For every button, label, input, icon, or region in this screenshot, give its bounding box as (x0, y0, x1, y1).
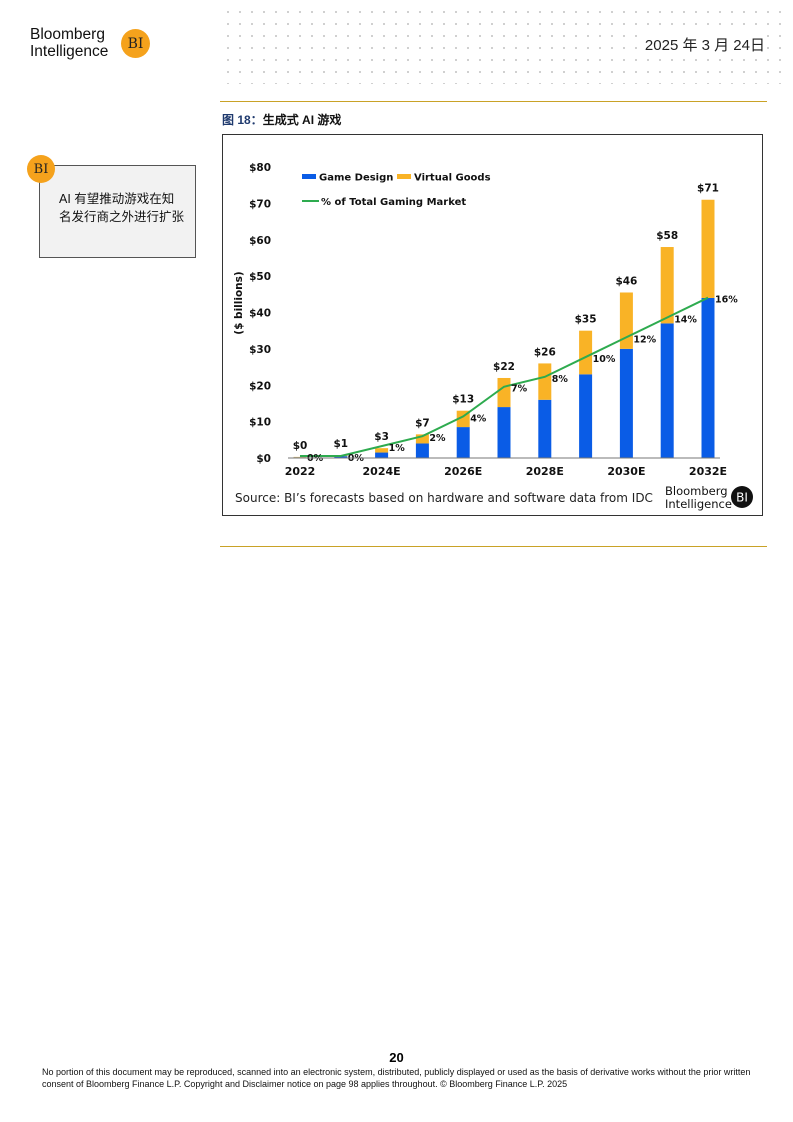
bar-virtual-goods (579, 330, 593, 375)
bar-total-label: $7 (415, 417, 430, 429)
market-share-label: 2% (429, 433, 446, 444)
bar-total-label: $58 (656, 230, 678, 242)
market-share-label: 1% (389, 443, 406, 454)
legend-swatch-game-design (302, 174, 316, 179)
market-share-line (300, 296, 709, 457)
chart-container: $0 $10 $20 $30 $40 $50 $60 $70 $80 $0 $1 $3 $7 $13 $2… (222, 134, 763, 516)
bar-game-design (334, 456, 348, 458)
figure-number: 图 18： (222, 113, 263, 127)
sidebar-bi-badge-icon: BI (27, 155, 55, 183)
chart-logo-line1: Bloomberg (665, 484, 728, 498)
bar-total-label: $46 (615, 275, 637, 287)
y-tick-label: $80 (249, 162, 271, 174)
bar-virtual-goods (375, 448, 389, 453)
bar-total-label: $0 (293, 440, 308, 452)
chart-logo-line2: Intelligence (665, 497, 732, 511)
bar-total-label: $13 (452, 394, 474, 406)
bar-game-design (375, 452, 389, 458)
bar-game-design (456, 427, 470, 458)
legend-label-market-share: % of Total Gaming Market (321, 197, 466, 208)
y-tick-label: $70 (249, 198, 271, 210)
x-tick-label: 2026E (444, 465, 482, 478)
bar-game-design (619, 348, 633, 458)
market-share-label: 8% (552, 374, 569, 385)
bar-total-label: $3 (374, 431, 389, 443)
bar-game-design (538, 399, 552, 458)
y-tick-label: $50 (249, 271, 271, 283)
sidebar-callout-text: AI 有望推动游戏在知名发行商之外进行扩张 (59, 192, 185, 224)
figure-title: 图 18：生成式 AI 游戏 (222, 111, 341, 128)
bi-badge-icon: BI (121, 29, 150, 58)
chart-bi-badge-text: BI (736, 491, 748, 505)
page-number: 20 (389, 1050, 404, 1065)
bar-virtual-goods (415, 434, 429, 444)
bar-total-label: $1 (333, 438, 348, 450)
chart-bi-badge-icon (731, 486, 753, 508)
legend-label-virtual-goods: Virtual Goods (414, 173, 491, 184)
bar-game-design (415, 443, 429, 458)
bar-game-design (497, 407, 511, 458)
y-tick-label: $30 (249, 344, 271, 356)
market-share-label: 16% (715, 295, 738, 306)
legend-swatch-virtual-goods (397, 174, 411, 179)
top-divider (220, 101, 767, 102)
figure-title-text: 生成式 AI 游戏 (262, 113, 342, 127)
bar-virtual-goods (538, 363, 552, 400)
sidebar-callout: AI 有望推动游戏在知名发行商之外进行扩张 (39, 165, 196, 258)
bar-game-design (701, 297, 715, 458)
x-tick-label: 2028E (526, 465, 564, 478)
bar-total-label: $22 (493, 361, 515, 373)
y-tick-label: $10 (249, 417, 271, 429)
chart-source-note: Source: BI’s forecasts based on hardware… (235, 491, 653, 505)
y-tick-label: $20 (249, 380, 271, 392)
logo-line1: Bloomberg (30, 26, 105, 43)
y-tick-label: $40 (249, 308, 271, 320)
market-share-label: 10% (593, 354, 616, 365)
bar-game-design (660, 323, 674, 458)
bloomberg-intelligence-logo: Bloomberg Intelligence (30, 26, 108, 60)
x-tick-label: 2024E (363, 465, 401, 478)
x-tick-label: 2030E (607, 465, 645, 478)
x-tick-label: 2032E (689, 465, 727, 478)
footer-disclaimer: No portion of this document may be repro… (42, 1067, 751, 1089)
market-share-label: 12% (633, 334, 656, 345)
bar-virtual-goods (497, 377, 511, 408)
y-axis-title: ($ billions) (233, 271, 245, 334)
bar-game-design (579, 374, 593, 458)
bar-virtual-goods (660, 247, 674, 324)
bar-total-label: $26 (534, 346, 556, 358)
stacked-bar-line-chart: $0 $10 $20 $30 $40 $50 $60 $70 $80 $0 $1 $3 $7 $13 $2… (233, 162, 753, 511)
market-share-label: 14% (674, 314, 697, 325)
legend-label-game-design: Game Design (319, 173, 393, 184)
market-share-label: 4% (470, 413, 487, 424)
y-tick-label: $0 (256, 453, 271, 465)
report-date: 2025 年 3 月 24日 (642, 34, 767, 55)
bottom-divider (220, 546, 767, 547)
y-tick-label: $60 (249, 235, 271, 247)
logo-line2: Intelligence (30, 43, 109, 60)
bar-virtual-goods (701, 199, 715, 298)
bar-total-label: $71 (697, 183, 719, 195)
market-share-label: 7% (511, 384, 528, 395)
bar-total-label: $35 (575, 314, 597, 326)
x-tick-label: 2022 (285, 465, 316, 478)
